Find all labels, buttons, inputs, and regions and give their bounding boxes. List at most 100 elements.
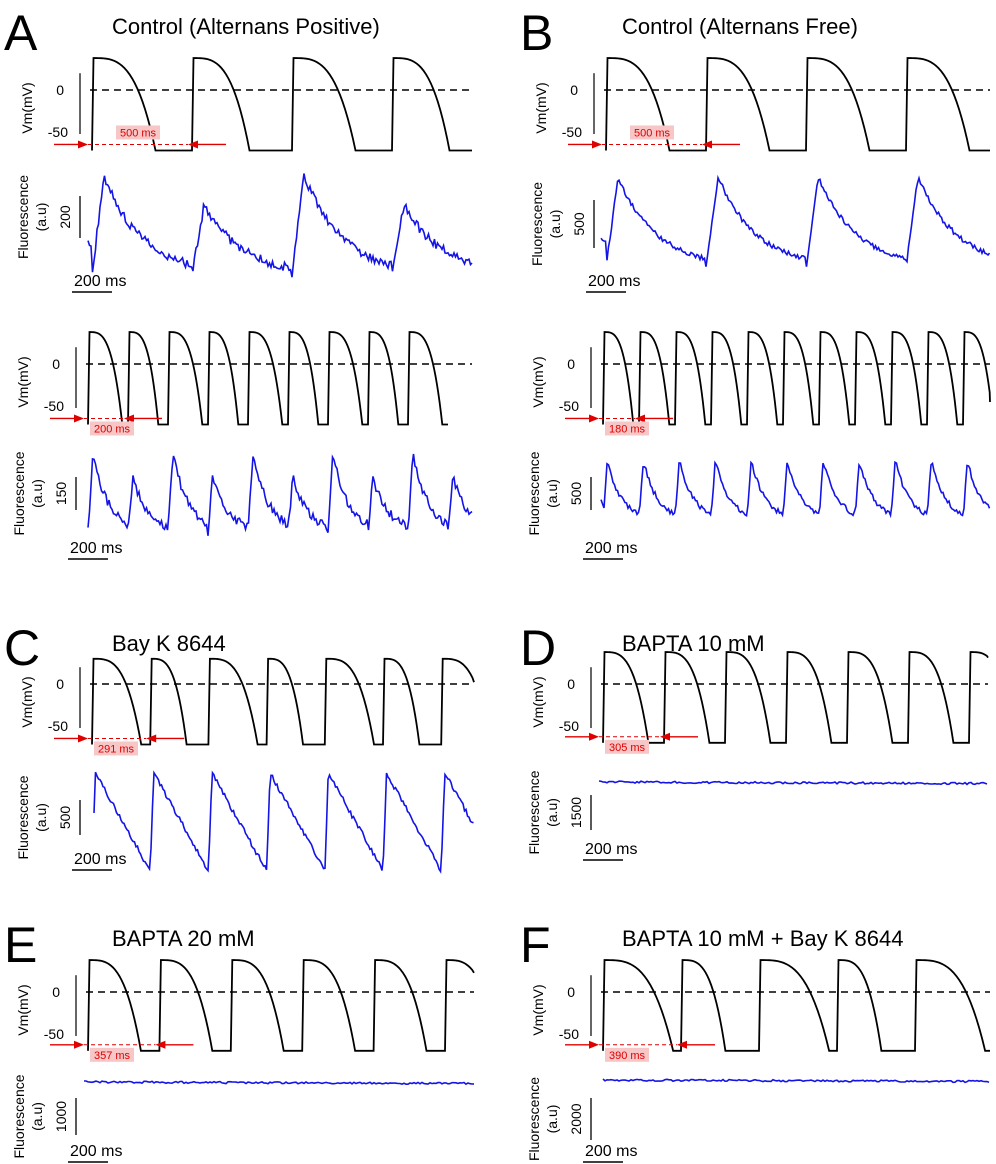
voltage-axis-label: Vm(mV) (530, 676, 546, 727)
fluorescence-axis-label: Fluorescence (529, 182, 545, 266)
voltage-tick-label: -50 (44, 398, 64, 414)
voltage-tick-label: 0 (567, 356, 575, 372)
interval-label-bg (630, 125, 674, 140)
interval-label-bg (605, 1047, 649, 1062)
interval-label-bg (90, 421, 134, 436)
voltage-tick-label: 0 (56, 82, 64, 98)
interval-arrow-head (78, 734, 88, 743)
interval-arrow-head (635, 414, 645, 423)
voltage-axis-label: Vm(mV) (533, 82, 549, 133)
voltage-tick-label: -50 (559, 398, 579, 414)
sub-panel: 0 -50 Vm(mV) 305 ms Fluorescence (a.u) 1500200… (526, 651, 989, 861)
voltage-axis-label: Vm(mV) (19, 82, 35, 133)
panel-title: Bay K 8644 (112, 631, 226, 656)
voltage-trace (605, 57, 990, 152)
panel-letter: E (4, 917, 37, 973)
voltage-axis-label: Vm(mV) (15, 356, 31, 407)
voltage-trace (602, 959, 990, 1052)
panel-letter: A (4, 5, 38, 61)
voltage-tick-label: -50 (562, 124, 582, 140)
interval-arrow-head (74, 414, 84, 423)
voltage-axis-label: Vm(mV) (15, 984, 31, 1035)
interval-arrow-head (74, 1040, 84, 1049)
voltage-tick-label: 0 (570, 82, 578, 98)
fluorescence-scale-label: 500 (571, 212, 587, 236)
fluorescence-axis-label: Fluorescence (526, 1077, 542, 1161)
interval-arrow-head (702, 140, 712, 149)
voltage-tick-label: 0 (567, 984, 575, 1000)
fluorescence-unit-label: (a.u) (544, 1105, 560, 1134)
interval-arrow-head (589, 732, 599, 741)
fluorescence-axis-label: Fluorescence (526, 451, 542, 535)
voltage-tick-label: 0 (52, 356, 60, 372)
voltage-axis-label: Vm(mV) (530, 356, 546, 407)
voltage-axis-label: Vm(mV) (530, 984, 546, 1035)
fluorescence-scale-label: 500 (568, 482, 584, 506)
interval-arrow-head (592, 140, 602, 149)
panel-letter: F (520, 917, 551, 973)
time-scale-label: 200 ms (585, 540, 637, 557)
interval-arrow-head (589, 1040, 599, 1049)
interval-label: 291 ms (98, 743, 135, 755)
panel-letter: C (4, 620, 40, 676)
interval-label-bg (94, 741, 138, 756)
sub-panel: 0 -50 Vm(mV) 500 ms Fluorescence (a.u) 500 200 … (529, 57, 991, 293)
interval-label-bg (116, 125, 160, 140)
fluorescence-trace (84, 1080, 475, 1086)
panel-letter: B (520, 5, 553, 61)
voltage-trace (602, 331, 991, 426)
interval-label: 390 ms (609, 1050, 646, 1062)
voltage-tick-label: 0 (52, 984, 60, 1000)
time-scale-label: 200 ms (74, 273, 126, 290)
sub-panel: 0 -50 Vm(mV) 200 ms Fluorescence (a.u) 150 200 … (11, 331, 473, 560)
fluorescence-trace (87, 173, 473, 278)
fluorescence-unit-label: (a.u) (544, 479, 560, 508)
voltage-tick-label: -50 (48, 124, 68, 140)
fluorescence-scale-label: 1500 (568, 797, 584, 828)
interval-arrow-head (677, 1040, 687, 1049)
panel-letter: D (520, 620, 556, 676)
fluorescence-axis-label: Fluorescence (15, 175, 31, 259)
voltage-tick-label: 0 (56, 676, 64, 692)
sub-panel: 0 -50 Vm(mV) 390 ms Fluorescence (a.u) 2000200… (526, 959, 990, 1163)
interval-label-bg (90, 1047, 134, 1062)
voltage-tick-label: 0 (567, 676, 575, 692)
interval-arrow-head (589, 414, 599, 423)
fluorescence-scale-label: 1000 (53, 1101, 69, 1132)
voltage-trace (87, 331, 448, 426)
fluorescence-trace (602, 1078, 990, 1084)
fluorescence-axis-label: Fluorescence (526, 770, 542, 854)
fluorescence-scale-label: 2000 (568, 1103, 584, 1134)
voltage-tick-label: -50 (559, 718, 579, 734)
voltage-trace (91, 57, 472, 152)
fluorescence-trace (600, 460, 991, 519)
fluorescence-axis-label: Fluorescence (15, 775, 31, 859)
interval-arrow-head (78, 140, 88, 149)
panel-title: BAPTA 10 mM + Bay K 8644 (622, 926, 903, 951)
time-scale-label: 200 ms (585, 1143, 637, 1160)
voltage-tick-label: -50 (44, 1026, 64, 1042)
time-scale-label: 200 ms (588, 273, 640, 290)
sub-panel: 0 -50 Vm(mV) 291 ms Fluorescence (a.u) 500 200 … (15, 657, 475, 874)
panel-D: D BAPTA 10 mM 0 -50 Vm(mV) 305 ms Fluorescence… (520, 620, 989, 861)
fluorescence-unit-label: (a.u) (29, 479, 45, 508)
fluorescence-unit-label: (a.u) (544, 798, 560, 827)
interval-arrow-head (155, 1040, 166, 1049)
fluorescence-scale-label: 200 (57, 205, 73, 229)
sub-panel: 0 -50 Vm(mV) 180 ms Fluorescence (a.u) 500 200 … (526, 331, 991, 560)
voltage-trace (602, 651, 989, 744)
interval-arrow-head (660, 732, 670, 741)
fluorescence-scale-label: 500 (57, 806, 73, 830)
panel-title: Control (Alternans Free) (622, 14, 858, 39)
fluorescence-axis-label: Fluorescence (11, 451, 27, 535)
fluorescence-unit-label: (a.u) (547, 210, 563, 239)
voltage-tick-label: -50 (48, 718, 68, 734)
interval-label: 500 ms (634, 127, 671, 139)
interval-arrow-head (188, 140, 198, 149)
fluorescence-trace (598, 780, 988, 786)
panel-F: F BAPTA 10 mM + Bay K 8644 0 -50 Vm(mV) 390 m… (520, 917, 990, 1163)
time-scale-label: 200 ms (70, 1143, 122, 1160)
fluorescence-unit-label: (a.u) (33, 803, 49, 832)
interval-label: 305 ms (609, 742, 646, 754)
